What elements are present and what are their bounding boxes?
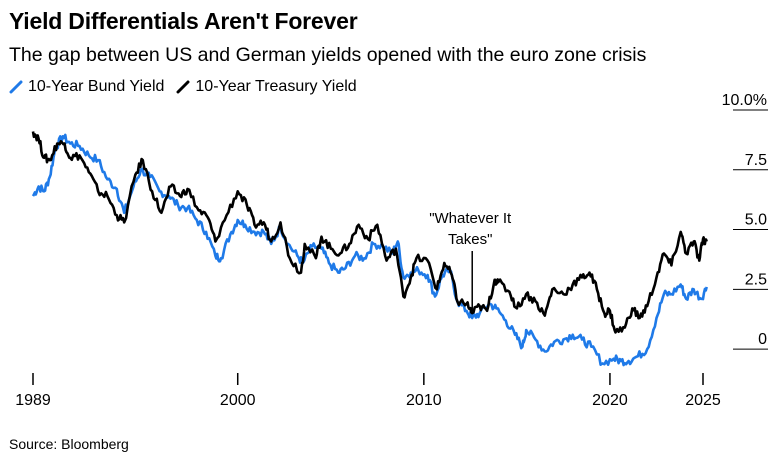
annotation-text: Takes": [448, 231, 493, 248]
legend: 10-Year Bund Yield 10-Year Treasury Yiel…: [9, 78, 369, 96]
source-note: Source: Bloomberg: [9, 436, 129, 452]
legend-swatch-bund: [9, 80, 23, 94]
y-tick-label: 2.5: [745, 271, 767, 288]
x-tick-label: 2020: [592, 392, 628, 409]
x-tick-label: 1989: [15, 392, 51, 409]
x-tick-label: 2010: [406, 392, 442, 409]
y-tick-label: 10.0%: [722, 92, 767, 109]
series-line-bund: [31, 133, 708, 367]
y-tick-label: 7.5: [745, 152, 767, 169]
legend-item-bund: 10-Year Bund Yield: [9, 78, 164, 96]
legend-item-treasury: 10-Year Treasury Yield: [176, 78, 357, 96]
chart-subtitle: The gap between US and German yields ope…: [9, 44, 647, 66]
line-chart: 10.0% 7.5 5.0 2.5 0 1989 2000 2010 2020 2025 "What…: [15, 92, 768, 409]
legend-swatch-treasury: [176, 80, 190, 94]
chart-title: Yield Differentials Aren't Forever: [9, 8, 358, 34]
series-line-treasury: [31, 131, 708, 334]
y-tick-label: 0: [758, 331, 767, 348]
legend-label-bund: 10-Year Bund Yield: [28, 78, 165, 95]
y-tick-label: 5.0: [745, 212, 767, 229]
x-tick-label: 2025: [685, 392, 721, 409]
legend-label-treasury: 10-Year Treasury Yield: [195, 78, 357, 95]
x-tick-label: 2000: [220, 392, 256, 409]
annotation-text: "Whatever It: [429, 210, 512, 227]
